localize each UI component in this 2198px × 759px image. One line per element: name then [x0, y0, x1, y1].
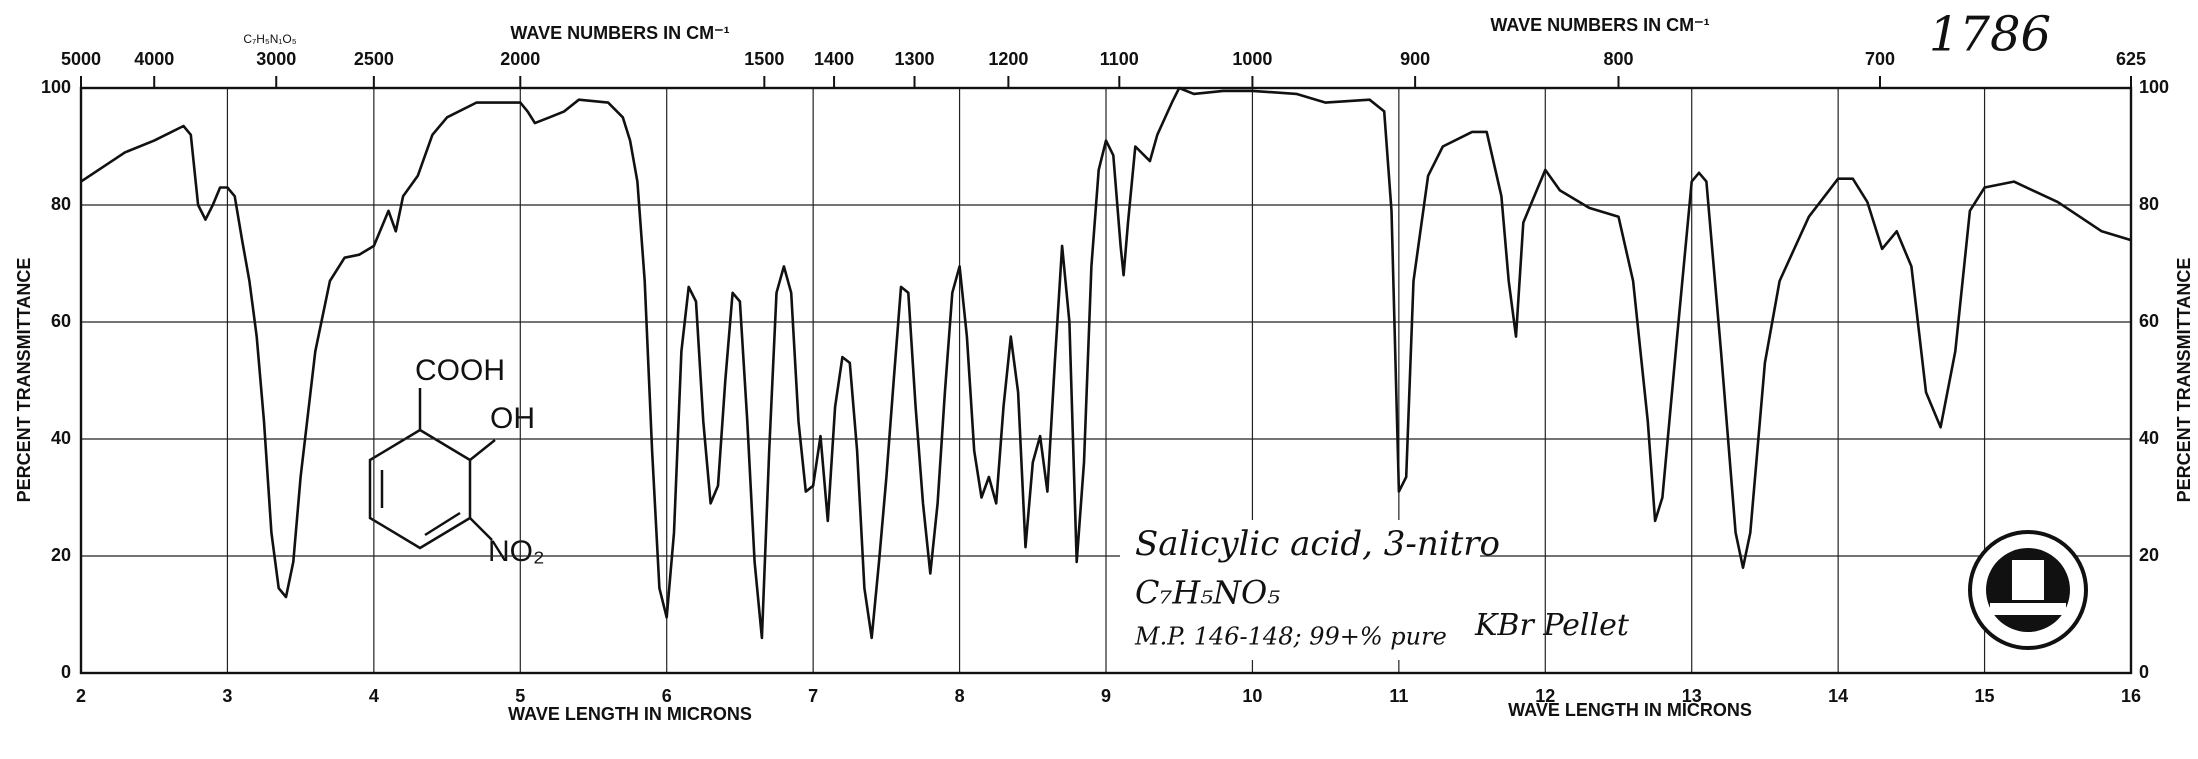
y-tick-label: 40 — [2139, 428, 2159, 448]
formula-small: C₇H₅N₁O₅ — [243, 32, 296, 46]
logo — [1968, 530, 2088, 650]
top-tick-label: 4000 — [134, 49, 174, 69]
plot-frame — [79, 86, 2133, 675]
spectrum-number: 1786 — [1929, 7, 2051, 63]
y-tick-label: 0 — [2139, 662, 2149, 682]
y-tick-label: 100 — [2139, 77, 2169, 97]
x-tick-label: 14 — [1828, 686, 1848, 706]
spectrum-line — [80, 86, 2132, 640]
y-tick-label: 0 — [61, 662, 71, 682]
structure-label: OH — [490, 402, 535, 435]
top-tick-label: 1000 — [1232, 49, 1272, 69]
x-tick-label: 2 — [76, 686, 86, 706]
top-tick-label: 1100 — [1100, 49, 1139, 69]
y-tick-label: 80 — [2139, 194, 2159, 214]
logo-mark — [2012, 560, 2044, 600]
structure-label: NO₂ — [488, 535, 545, 568]
top-tick-label: 3000 — [256, 49, 296, 69]
y-tick-label: 100 — [41, 77, 71, 97]
top-tick-label: 800 — [1603, 49, 1633, 69]
x-tick-label: 13 — [1682, 686, 1702, 706]
x-tick-label: 3 — [222, 686, 232, 706]
x-tick-label: 7 — [808, 686, 818, 706]
label-backdrop — [1120, 520, 1480, 660]
ring-bond — [424, 511, 461, 537]
x-tick-label: 5 — [515, 686, 525, 706]
x-tick-label: 4 — [369, 686, 379, 706]
bond — [469, 439, 496, 461]
annotation: Salicylic acid, 3-nitro — [1135, 524, 1500, 564]
y-tick-label: 60 — [2139, 311, 2159, 331]
structure-label: COOH — [415, 354, 505, 387]
top-tick-label: 5000 — [61, 49, 101, 69]
top-axis-title: WAVE NUMBERS IN CM⁻¹ — [510, 23, 729, 43]
top-axis-title: WAVE NUMBERS IN CM⁻¹ — [1490, 15, 1709, 35]
x-tick-label: 6 — [662, 686, 672, 706]
x-tick-label: 10 — [1242, 686, 1262, 706]
annotation: M.P. 146-148; 99+% pure — [1134, 623, 1447, 651]
structure — [368, 388, 496, 550]
top-tick-label: 900 — [1400, 49, 1430, 69]
top-tick-label: 1300 — [894, 49, 934, 69]
x-tick-label: 12 — [1535, 686, 1555, 706]
top-tick-label: 1200 — [988, 49, 1028, 69]
y-axis-title: PERCENT TRANSMITTANCE — [14, 258, 34, 503]
top-tick-label: 2000 — [500, 49, 540, 69]
top-tick-label: 2500 — [354, 49, 394, 69]
y-tick-label: 60 — [51, 311, 71, 331]
bond — [469, 517, 493, 541]
x-tick-label: 9 — [1101, 686, 1111, 706]
top-tick-label: 625 — [2116, 49, 2146, 69]
x-tick-label: 8 — [955, 686, 965, 706]
benzene-ring — [368, 428, 472, 550]
top-tick-label: 700 — [1865, 49, 1895, 69]
x-tick-label: 15 — [1975, 686, 1995, 706]
annotation: KBr Pellet — [1474, 608, 1630, 643]
y-axis-title: PERCENT TRANSMITTANCE — [2174, 258, 2194, 503]
x-tick-label: 16 — [2121, 686, 2141, 706]
y-tick-label: 80 — [51, 194, 71, 214]
x-tick-label: 11 — [1389, 686, 1408, 706]
y-tick-label: 20 — [2139, 545, 2159, 565]
top-tick-label: 1400 — [814, 49, 854, 69]
annotation: C₇H₅NO₅ — [1135, 574, 1280, 612]
y-tick-label: 40 — [51, 428, 71, 448]
logo-band — [1990, 603, 2066, 615]
top-tick-label: 1500 — [744, 49, 784, 69]
x-axis-title: WAVE LENGTH IN MICRONS — [508, 704, 752, 724]
y-tick-label: 20 — [51, 545, 71, 565]
x-axis-title: WAVE LENGTH IN MICRONS — [1508, 700, 1752, 720]
